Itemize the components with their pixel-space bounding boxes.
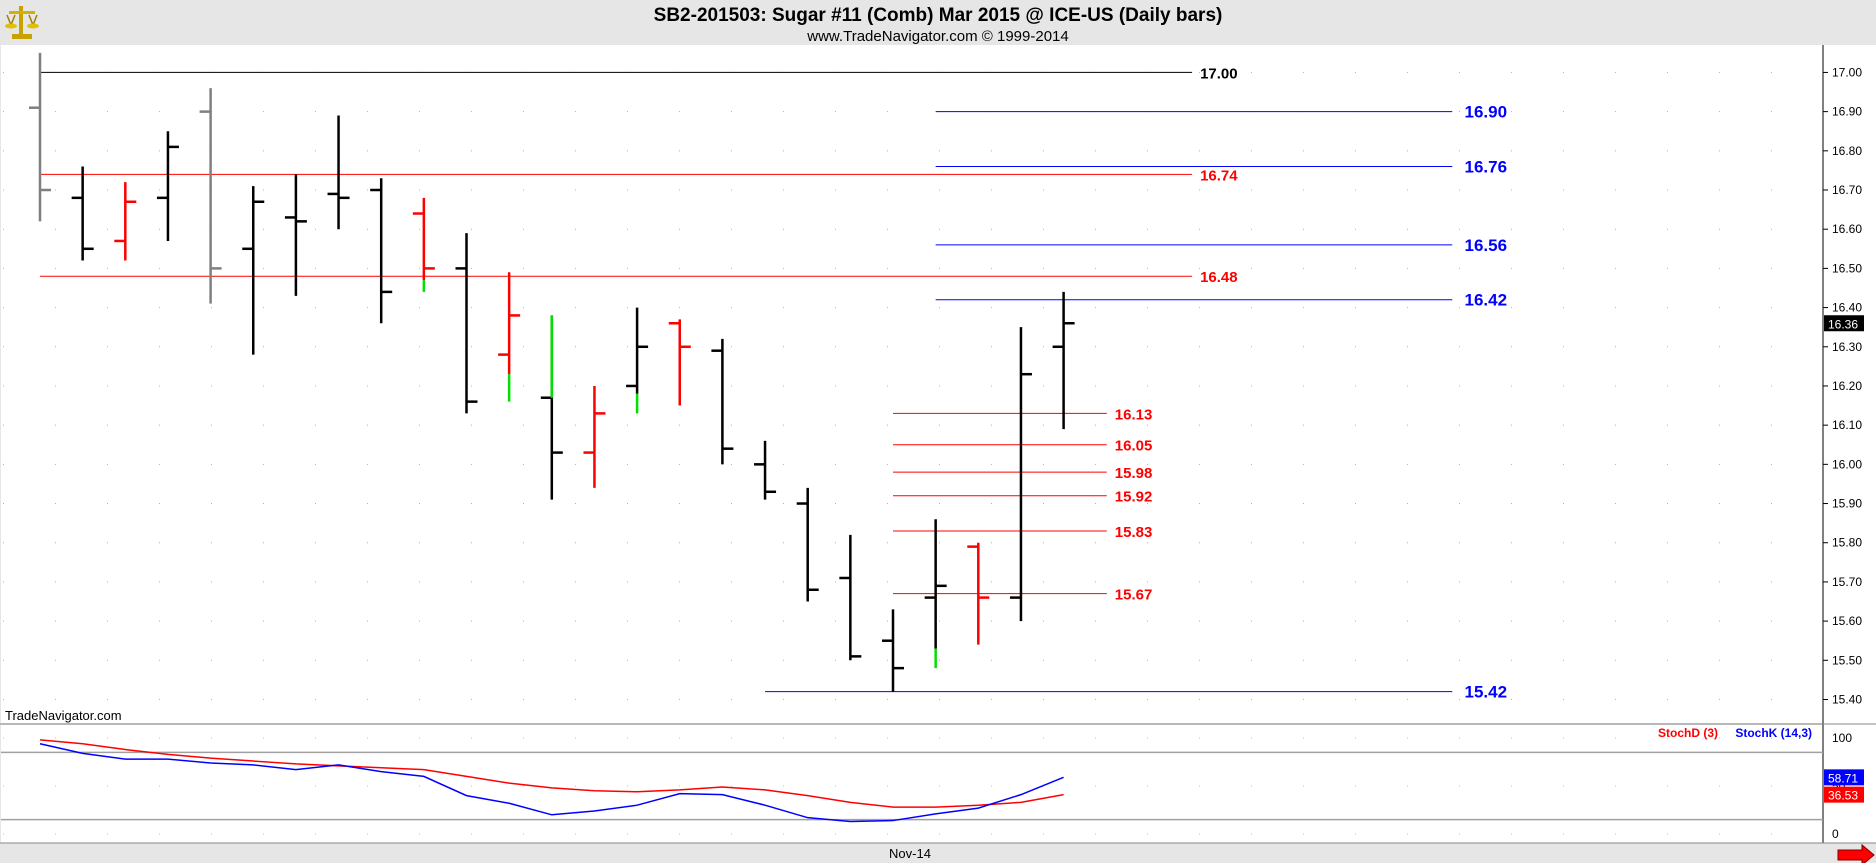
watermark: TradeNavigator.com	[5, 708, 122, 723]
ohlc-bar	[540, 315, 563, 500]
axis-tick-label: 16.60	[1832, 222, 1862, 236]
level-label: 16.90	[1465, 103, 1508, 122]
level-label: 16.13	[1115, 406, 1153, 423]
ohlc-bar	[668, 319, 691, 406]
level-label: 15.98	[1115, 465, 1153, 482]
ohlc-bar	[71, 166, 94, 261]
axis-tick-label: 16.30	[1832, 340, 1862, 354]
axis-tick-label: 16.10	[1832, 418, 1862, 432]
ohlc-bar	[1009, 327, 1032, 622]
level-label: 16.56	[1465, 236, 1508, 255]
indicator-pane	[1, 725, 1823, 843]
ohlc-bar	[583, 385, 606, 488]
axis-tick-label: 17.00	[1832, 65, 1862, 79]
level-label: 15.42	[1465, 683, 1508, 702]
ohlc-bar	[1052, 291, 1075, 430]
axis-tick-label: 16.80	[1832, 144, 1862, 158]
price-axis[interactable]: 17.00 16.90 16.80 16.70 16.60 16.50 16.40 16.30…	[1823, 65, 1864, 706]
axis-tick-label: 15.40	[1832, 692, 1862, 706]
chart-title: SB2-201503: Sugar #11 (Comb) Mar 2015 @ …	[654, 5, 1223, 26]
axis-tick-label: 16.40	[1832, 301, 1862, 315]
ohlc-bar	[242, 186, 265, 355]
ohlc-bar	[199, 88, 222, 304]
axis-tick-label: 16.50	[1832, 261, 1862, 275]
level-label: 16.48	[1200, 269, 1238, 286]
ohlc-bar	[711, 338, 734, 465]
axis-tick-label: 15.80	[1832, 536, 1862, 550]
axis-tick-label: 15.70	[1832, 575, 1862, 589]
stoch-value-label: 58.71	[1828, 771, 1858, 785]
last-price-badge	[1824, 315, 1864, 332]
last-price-label: 16.36	[1828, 317, 1858, 331]
price-axis-strip	[1823, 45, 1876, 843]
ohlc-bar	[284, 174, 307, 296]
chart-subtitle: www.TradeNavigator.com © 1999-2014	[806, 28, 1068, 45]
ohlc-bar	[924, 519, 947, 669]
stoch-series-line	[39, 743, 1064, 823]
axis-tick-label: 16.70	[1832, 183, 1862, 197]
stoch-legend-k: StochK (14,3)	[1735, 726, 1812, 740]
stoch-axis-label: 0	[1832, 827, 1839, 841]
level-label: 16.42	[1465, 291, 1508, 310]
ohlc-bar	[626, 307, 649, 414]
level-label: 15.83	[1115, 524, 1153, 541]
level-label: 15.92	[1115, 489, 1153, 506]
level-label: 17.00	[1200, 65, 1238, 82]
ohlc-bar	[498, 272, 521, 402]
right-arrow-icon[interactable]	[1837, 843, 1875, 867]
axis-tick-label: 15.90	[1832, 497, 1862, 511]
level-label: 16.76	[1465, 157, 1508, 176]
ohlc-bar	[156, 131, 179, 241]
ohlc-bar	[455, 233, 478, 414]
stoch-series-line	[39, 739, 1064, 808]
level-lines: 17.00 16.90 16.76 16.74 16.56 16.48 16.42 16.13…	[40, 65, 1508, 702]
stoch-value-badge	[1824, 769, 1864, 786]
level-label: 16.74	[1200, 167, 1238, 184]
logo	[5, 6, 39, 39]
stoch-value-badge	[1824, 786, 1864, 803]
scales-icon	[5, 6, 39, 39]
ohlc-bar	[29, 52, 51, 222]
ohlc-bar	[754, 440, 777, 500]
stoch-axis-label: 100	[1832, 731, 1852, 745]
price-bars	[29, 52, 1075, 692]
ohlc-bar	[882, 609, 904, 692]
stoch-value-label: 36.53	[1828, 789, 1858, 803]
ohlc-bar	[370, 178, 393, 324]
ohlc-bar	[327, 115, 350, 230]
axis-tick-label: 16.00	[1832, 457, 1862, 471]
ohlc-bar	[412, 197, 435, 292]
ohlc-bar	[114, 182, 137, 261]
level-label: 16.05	[1115, 438, 1153, 455]
axis-tick-label: 15.60	[1832, 614, 1862, 628]
axis-tick-label: 16.20	[1832, 379, 1862, 393]
axis-tick-label: 16.90	[1832, 105, 1862, 119]
x-axis-label: Nov-14	[889, 846, 931, 861]
ohlc-bar	[796, 487, 819, 602]
level-label: 15.67	[1115, 587, 1153, 604]
axis-tick-label: 15.50	[1832, 653, 1862, 667]
ohlc-bar	[967, 542, 990, 645]
stoch-legend-d: StochD (3)	[1658, 726, 1718, 740]
ohlc-bar	[839, 534, 862, 661]
price-pane	[1, 45, 1823, 723]
